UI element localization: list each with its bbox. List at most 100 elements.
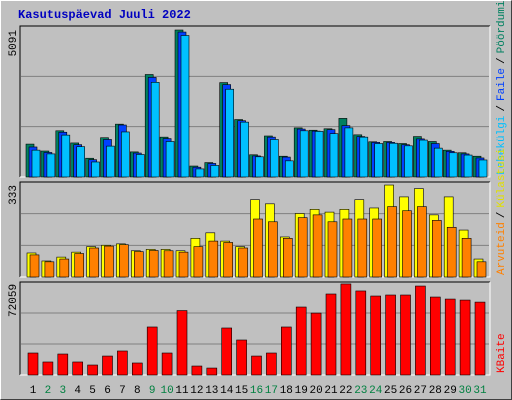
bar [327,221,338,278]
x-tick-label: 4 [74,385,81,397]
bar [223,242,233,278]
x-tick-label: 1 [30,385,37,397]
bar [295,306,307,376]
x-tick-label: 29 [444,385,457,397]
bar [270,139,279,178]
bar [210,165,220,178]
bar [121,131,130,178]
bar [478,159,488,178]
bar [42,361,54,376]
bar [236,339,247,376]
bar [44,261,55,278]
bar [225,88,234,178]
bar [104,245,114,278]
bar [251,355,262,376]
bar [165,141,175,178]
bar [87,364,98,376]
bar [180,35,190,178]
bar [400,294,411,376]
legend-entry: Faile [496,68,508,101]
x-tick-label: 7 [119,385,126,397]
x-tick-label: 8 [134,385,141,397]
bar [178,251,189,278]
bar [148,250,159,278]
panel-edge-dark [19,25,490,177]
bar [284,160,294,178]
bar [89,247,99,278]
bar [387,206,397,278]
bar [359,136,369,178]
legend-entry: Pöördumisi [496,0,508,53]
x-tick-label: 23 [354,385,367,397]
bar [117,350,128,376]
legend-entry: Lehekülgi [496,115,508,175]
bar [240,121,249,178]
bar [461,238,472,278]
legend: Arvuteid / Külastusi [496,148,508,275]
bar [206,367,218,376]
bar [238,247,248,278]
legend: KBaite [496,333,508,373]
bar [57,353,69,376]
legend-separator: / [496,212,508,219]
bar [389,142,398,178]
bar [344,127,354,178]
bar [370,295,382,376]
x-tick-label: 3 [59,385,66,397]
chart-title: Kasutuspäevad Juuli 2022 [18,8,191,22]
panel-edge-dark [19,181,490,277]
bar [221,327,232,376]
bar [402,210,412,278]
bar [161,352,173,376]
bar [357,218,368,278]
bar [474,301,486,376]
bar [463,154,473,178]
bar [342,218,353,278]
x-tick-label: 24 [369,385,383,397]
bar [134,251,144,278]
x-tick-label: 21 [324,385,338,397]
bar [266,352,277,376]
x-tick-label: 22 [339,385,352,397]
bar [297,217,308,278]
bar [163,250,174,278]
legend-entry: Külastusi [496,148,508,208]
bar [340,283,352,376]
x-tick-label: 6 [104,385,111,397]
x-tick-label: 30 [458,385,471,397]
bar [329,133,339,178]
y-max-label: 333 [8,185,20,205]
bar [253,218,263,278]
bar [280,326,292,376]
legend-separator: / [496,105,508,112]
panel-edge-light [20,282,491,376]
bar [59,258,70,278]
bar [446,226,457,278]
bar [132,362,143,376]
bar [374,143,384,178]
legend-entry: Arvuteid [496,222,508,275]
panel-edge-dark [19,281,490,375]
bar [29,254,40,278]
bar [76,146,85,178]
bar [444,298,456,376]
x-tick-label: 10 [160,385,173,397]
bar [325,293,337,376]
x-tick-label: 17 [265,385,278,397]
bar [31,149,41,178]
x-tick-label: 14 [220,385,234,397]
x-tick-label: 12 [190,385,203,397]
x-tick-label: 2 [45,385,52,397]
bar [208,240,219,278]
legend: Lehekülgi / Faile / Pöördumisi [496,0,508,175]
bar [146,326,158,376]
bar [61,134,71,178]
bar [431,220,442,278]
x-tick-label: 11 [175,385,189,397]
x-tick-label: 15 [235,385,248,397]
bar [27,352,39,376]
x-tick-label: 5 [89,385,96,397]
bar [312,214,323,278]
